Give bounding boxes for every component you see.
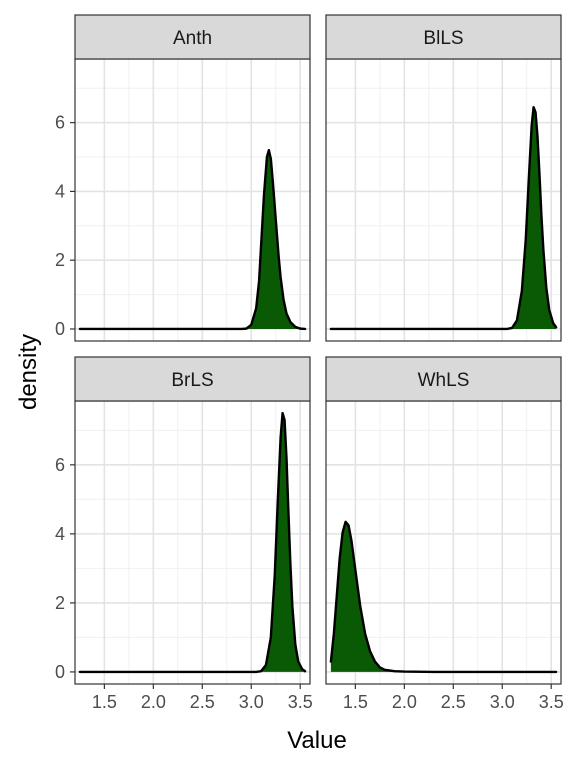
facet-strip [74,356,311,402]
y-tick-label: 2 [55,250,65,270]
x-tick-label: 3.0 [239,692,264,712]
panel-whls: WhLS 1.5 2.0 2.5 3.0 3.5 [325,356,564,712]
x-tick-label: 1.5 [343,692,368,712]
facet-strip [325,356,562,402]
facet-label: WhLS [418,370,470,391]
density-line-blls [329,105,558,331]
x-tick-label: 1.5 [92,692,117,712]
x-tick-label: 2.5 [190,692,215,712]
facet-label: Anth [173,28,212,49]
panels-layer: Anth 0 2 4 6 BlLS BrLS 0 2 4 6 1.5 2.0 2.5 3.0 3.5 WhLS 1… [55,14,564,712]
facet-strip [74,14,311,60]
x-tick-label: 3.0 [490,692,515,712]
y-tick-label: 0 [55,319,65,339]
density-area-anth [79,150,306,329]
panel-blls: BlLS [325,14,562,342]
facet-label: BrLS [171,370,213,391]
facet-strip [325,14,562,60]
x-tick-label: 3.5 [288,692,313,712]
x-tick-label: 2.0 [141,692,166,712]
density-line-whls [329,520,558,674]
y-axis-title: density [15,334,42,410]
panel-anth: Anth 0 2 4 6 [55,14,311,342]
density-area-blls [330,107,557,329]
y-tick-label: 0 [55,662,65,682]
density-line-anth [78,148,307,331]
y-tick-label: 6 [55,113,65,133]
y-tick-label: 6 [55,455,65,475]
y-tick-label: 2 [55,593,65,613]
y-tick-label: 4 [55,524,65,544]
panel-brls: BrLS 0 2 4 6 1.5 2.0 2.5 3.0 3.5 [55,356,313,712]
x-tick-label: 3.5 [539,692,564,712]
x-tick-label: 2.0 [392,692,417,712]
x-tick-label: 2.5 [441,692,466,712]
y-tick-label: 4 [55,181,65,201]
density-line-brls [78,411,307,674]
density-area-brls [79,413,306,672]
x-axis-title: Value [287,727,347,754]
facet-label: BlLS [423,28,463,49]
density-area-whls [330,521,557,672]
